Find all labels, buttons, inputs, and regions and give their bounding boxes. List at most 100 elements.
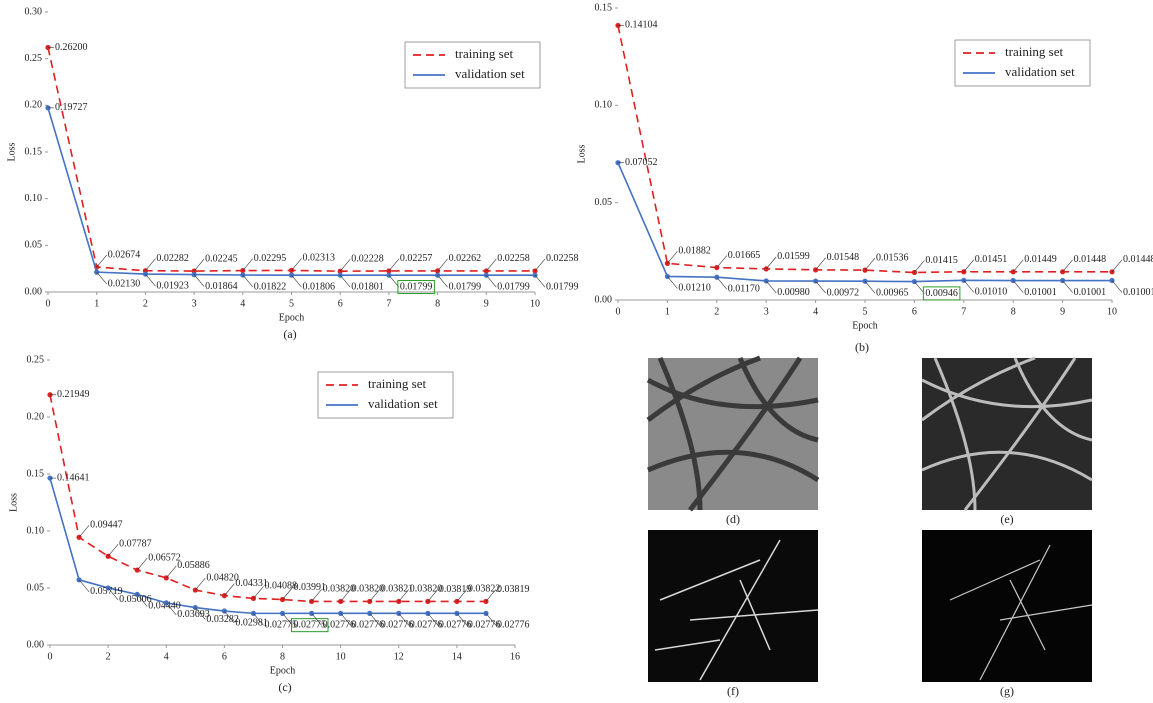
data-label: 0.04088	[264, 581, 297, 592]
x-tick-label: 2	[143, 298, 148, 309]
data-label: 0.01415	[925, 255, 958, 266]
y-tick-label: 0.30	[25, 6, 43, 17]
image-f	[648, 530, 818, 682]
data-label: 0.01548	[827, 252, 860, 263]
data-label: 0.01001	[1024, 287, 1057, 298]
data-label: 0.02282	[156, 253, 189, 264]
label-leader	[766, 281, 776, 293]
label-leader	[166, 566, 176, 578]
data-label: 0.03282	[206, 614, 239, 625]
y-tick-label: 0.10	[27, 525, 45, 536]
x-tick-label: 6	[912, 306, 917, 317]
chart: 0.000.050.100.150.200.250.30012345678910…	[6, 6, 578, 340]
label-leader	[486, 259, 496, 271]
data-label: 0.01882	[678, 246, 711, 257]
y-axis-label: Loss	[8, 493, 19, 512]
y-tick-label: 0.05	[27, 582, 45, 593]
data-label: 0.06572	[148, 552, 181, 563]
y-tick-label: 0.15	[27, 468, 45, 479]
label-leader	[1112, 260, 1122, 272]
data-label: 0.02130	[108, 278, 141, 289]
x-tick-label: 1	[665, 306, 670, 317]
data-label: 0.03819	[497, 584, 530, 595]
legend-label: training set	[1005, 44, 1064, 59]
label-leader	[766, 257, 776, 269]
x-tick-label: 8	[280, 651, 285, 662]
panel-caption: (d)	[726, 512, 740, 526]
data-label: 0.01822	[254, 281, 286, 292]
data-label: 0.02295	[254, 253, 286, 264]
chart-caption: (a)	[283, 327, 296, 341]
label-leader	[145, 259, 155, 271]
data-label: 0.03693	[177, 609, 210, 620]
x-tick-label: 0	[48, 651, 53, 662]
data-label: 0.01001	[1123, 287, 1153, 298]
data-label: 0.01448	[1074, 254, 1107, 265]
x-axis-label: Epoch	[270, 665, 296, 676]
legend-label: validation set	[1005, 64, 1075, 79]
data-label: 0.09447	[90, 520, 123, 531]
data-label: 0.01923	[156, 280, 189, 291]
data-label: 0.26200	[55, 42, 88, 53]
label-leader	[1112, 281, 1122, 293]
x-tick-label: 8	[1011, 306, 1016, 317]
x-tick-label: 4	[240, 298, 245, 309]
label-leader	[97, 272, 107, 284]
data-label: 0.02258	[497, 253, 530, 264]
label-leader	[340, 275, 350, 287]
page: {"chart_data": [ {"type": "line", "capti…	[0, 0, 1153, 703]
data-label: 0.01665	[728, 250, 761, 261]
image-g	[922, 530, 1092, 682]
x-tick-label: 0	[46, 298, 51, 309]
data-label: 0.01210	[678, 283, 711, 294]
x-tick-label: 14	[452, 651, 462, 662]
data-label: 0.01449	[1024, 254, 1057, 265]
label-leader	[194, 259, 204, 271]
data-label: 0.14104	[625, 20, 658, 31]
panel-caption: (g)	[1000, 684, 1014, 698]
label-leader	[667, 251, 677, 263]
y-tick-label: 0.10	[595, 100, 613, 111]
data-label: 0.01799	[400, 282, 433, 293]
y-tick-label: 0.15	[595, 2, 613, 13]
data-label: 0.01799	[497, 282, 530, 293]
x-tick-label: 16	[510, 651, 520, 662]
data-label: 0.01010	[975, 287, 1008, 298]
x-tick-label: 4	[813, 306, 818, 317]
data-label: 0.01451	[975, 254, 1008, 265]
x-tick-label: 3	[764, 306, 769, 317]
data-label: 0.02313	[303, 253, 336, 264]
panel-caption: (f)	[727, 684, 739, 698]
label-leader	[717, 256, 727, 268]
x-tick-label: 2	[714, 306, 719, 317]
x-tick-label: 1	[94, 298, 99, 309]
figure: (d) (e) (f) (g) 0.000.050.100.150.200.25…	[0, 0, 1153, 703]
y-tick-label: 0.00	[595, 294, 613, 305]
data-label: 0.02257	[400, 253, 433, 264]
data-label: 0.02776	[497, 620, 530, 631]
data-label: 0.02258	[546, 253, 579, 264]
data-label: 0.04820	[206, 572, 239, 583]
series-line	[50, 395, 486, 602]
data-label: 0.21949	[57, 389, 90, 400]
data-label: 0.01806	[303, 281, 336, 292]
data-label: 0.01801	[351, 281, 384, 292]
label-leader	[292, 258, 302, 270]
legend-label: validation set	[368, 396, 438, 411]
label-leader	[865, 281, 875, 293]
image-e	[922, 358, 1092, 510]
x-tick-label: 6	[222, 651, 227, 662]
label-leader	[195, 578, 205, 590]
label-leader	[816, 281, 826, 293]
label-leader	[1013, 260, 1023, 272]
x-tick-label: 5	[289, 298, 294, 309]
label-leader	[243, 259, 253, 271]
x-tick-label: 7	[386, 298, 391, 309]
data-label: 0.03820	[410, 584, 443, 595]
label-leader	[667, 276, 677, 288]
data-label: 0.02262	[449, 253, 482, 264]
x-tick-label: 2	[106, 651, 111, 662]
data-label: 0.01864	[205, 281, 238, 292]
